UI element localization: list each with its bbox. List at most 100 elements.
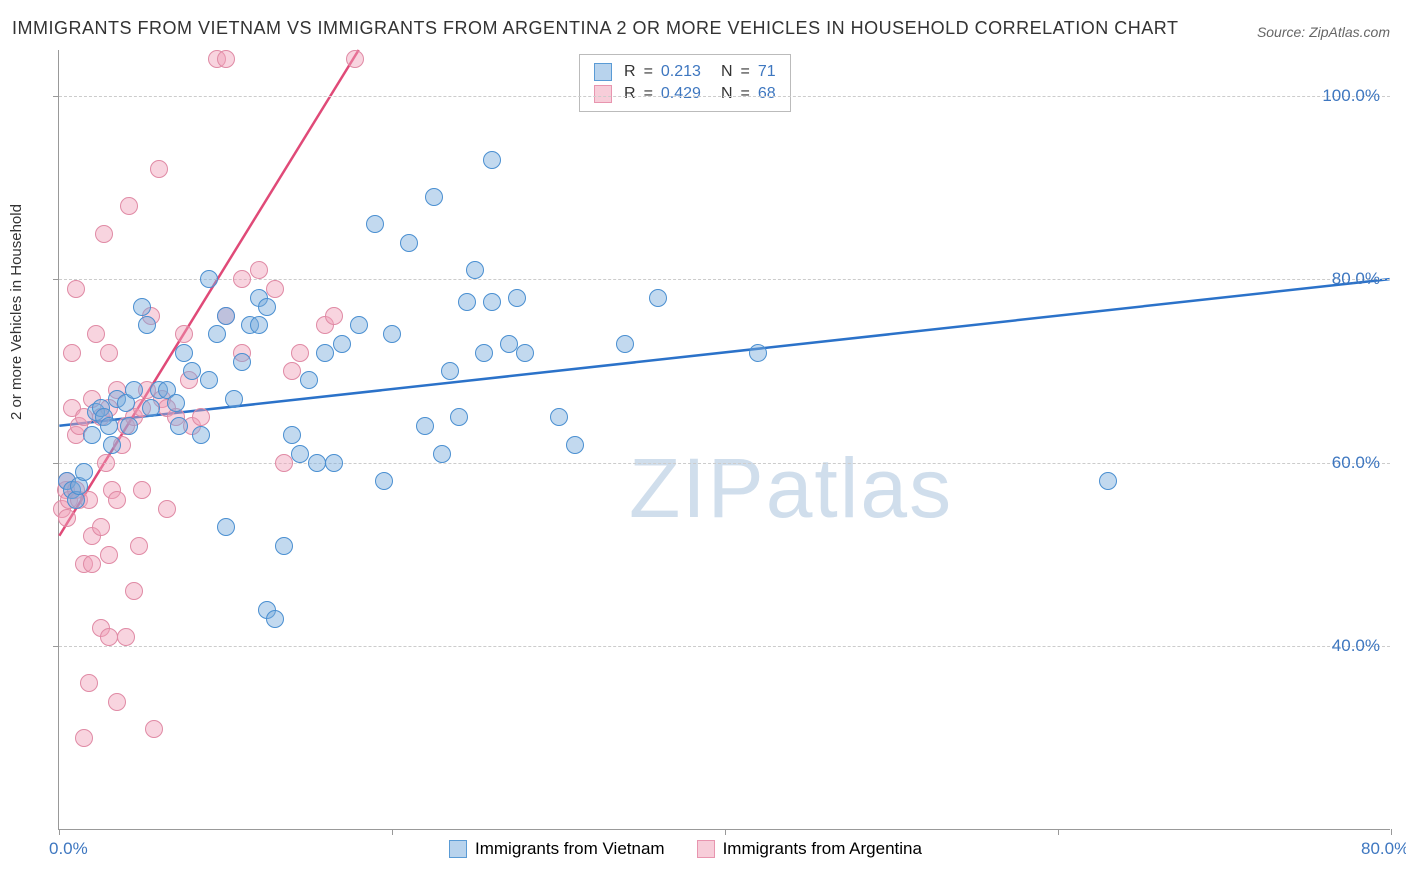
scatter-point-argentina xyxy=(291,344,309,362)
scatter-point-argentina xyxy=(145,720,163,738)
scatter-point-vietnam xyxy=(266,610,284,628)
scatter-point-argentina xyxy=(150,160,168,178)
scatter-point-argentina xyxy=(133,481,151,499)
scatter-point-argentina xyxy=(87,325,105,343)
scatter-point-argentina xyxy=(117,628,135,646)
scatter-point-vietnam xyxy=(217,307,235,325)
legend-swatch-argentina xyxy=(594,85,612,103)
scatter-point-argentina xyxy=(120,197,138,215)
n-label: N xyxy=(721,83,733,105)
scatter-point-vietnam xyxy=(325,454,343,472)
y-tick-mark xyxy=(53,96,59,97)
scatter-point-argentina xyxy=(75,729,93,747)
scatter-point-argentina xyxy=(100,344,118,362)
scatter-point-vietnam xyxy=(425,188,443,206)
scatter-point-argentina xyxy=(100,628,118,646)
x-tick-mark xyxy=(725,829,726,835)
scatter-point-vietnam xyxy=(225,390,243,408)
y-gridline xyxy=(59,96,1390,97)
scatter-point-vietnam xyxy=(375,472,393,490)
r-value-argentina: 0.429 xyxy=(661,83,701,105)
scatter-point-vietnam xyxy=(433,445,451,463)
scatter-point-vietnam xyxy=(200,270,218,288)
watermark-thin: atlas xyxy=(766,441,953,535)
scatter-point-argentina xyxy=(130,537,148,555)
x-tick-mark xyxy=(59,829,60,835)
scatter-point-vietnam xyxy=(566,436,584,454)
scatter-point-argentina xyxy=(250,261,268,279)
x-tick-label: 80.0% xyxy=(1361,839,1406,859)
scatter-point-vietnam xyxy=(258,298,276,316)
scatter-point-argentina xyxy=(275,454,293,472)
y-tick-mark xyxy=(53,279,59,280)
scatter-point-vietnam xyxy=(275,537,293,555)
scatter-point-vietnam xyxy=(100,417,118,435)
scatter-point-vietnam xyxy=(616,335,634,353)
scatter-point-vietnam xyxy=(475,344,493,362)
scatter-point-vietnam xyxy=(291,445,309,463)
scatter-point-argentina xyxy=(125,582,143,600)
scatter-point-vietnam xyxy=(170,417,188,435)
scatter-point-argentina xyxy=(97,454,115,472)
watermark: ZIPatlas xyxy=(629,440,953,537)
scatter-point-vietnam xyxy=(508,289,526,307)
source-attribution: Source: ZipAtlas.com xyxy=(1257,24,1390,40)
scatter-point-argentina xyxy=(158,500,176,518)
legend-swatch-vietnam xyxy=(449,840,467,858)
legend-label-vietnam: Immigrants from Vietnam xyxy=(475,839,665,859)
n-label: N xyxy=(721,61,733,83)
y-gridline xyxy=(59,463,1390,464)
scatter-point-vietnam xyxy=(283,426,301,444)
scatter-point-vietnam xyxy=(233,353,251,371)
scatter-point-argentina xyxy=(175,325,193,343)
legend-item-vietnam: Immigrants from Vietnam xyxy=(449,839,665,859)
legend-swatch-argentina xyxy=(697,840,715,858)
scatter-point-vietnam xyxy=(466,261,484,279)
x-tick-mark xyxy=(1058,829,1059,835)
eq-sign: = xyxy=(644,83,653,105)
scatter-point-vietnam xyxy=(350,316,368,334)
chart-title: IMMIGRANTS FROM VIETNAM VS IMMIGRANTS FR… xyxy=(12,18,1178,39)
y-tick-label: 40.0% xyxy=(1332,636,1380,656)
legend-label-argentina: Immigrants from Argentina xyxy=(723,839,922,859)
scatter-point-vietnam xyxy=(1099,472,1117,490)
scatter-point-vietnam xyxy=(192,426,210,444)
y-gridline xyxy=(59,279,1390,280)
scatter-point-vietnam xyxy=(400,234,418,252)
scatter-point-vietnam xyxy=(167,394,185,412)
n-value-argentina: 68 xyxy=(758,83,776,105)
legend-row-argentina: R = 0.429 N = 68 xyxy=(594,83,776,105)
scatter-point-vietnam xyxy=(308,454,326,472)
scatter-point-argentina xyxy=(266,280,284,298)
scatter-point-argentina xyxy=(108,693,126,711)
y-axis-label: 2 or more Vehicles in Household xyxy=(8,204,25,420)
scatter-point-argentina xyxy=(100,546,118,564)
scatter-point-vietnam xyxy=(142,399,160,417)
scatter-point-argentina xyxy=(58,509,76,527)
scatter-point-argentina xyxy=(325,307,343,325)
legend-swatch-vietnam xyxy=(594,63,612,81)
scatter-point-vietnam xyxy=(120,417,138,435)
scatter-point-vietnam xyxy=(175,344,193,362)
y-tick-label: 100.0% xyxy=(1322,86,1380,106)
scatter-point-vietnam xyxy=(416,417,434,435)
scatter-point-vietnam xyxy=(500,335,518,353)
correlation-legend: R = 0.213 N = 71 R = 0.429 N = 68 xyxy=(579,54,791,112)
scatter-point-argentina xyxy=(92,518,110,536)
scatter-point-vietnam xyxy=(125,381,143,399)
scatter-point-argentina xyxy=(83,555,101,573)
scatter-point-vietnam xyxy=(483,293,501,311)
eq-sign: = xyxy=(741,61,750,83)
scatter-point-vietnam xyxy=(450,408,468,426)
scatter-point-vietnam xyxy=(366,215,384,233)
r-value-vietnam: 0.213 xyxy=(661,61,701,83)
scatter-point-vietnam xyxy=(208,325,226,343)
scatter-point-argentina xyxy=(192,408,210,426)
scatter-point-argentina xyxy=(80,674,98,692)
scatter-point-vietnam xyxy=(383,325,401,343)
scatter-point-vietnam xyxy=(550,408,568,426)
x-tick-label: 0.0% xyxy=(49,839,88,859)
scatter-point-vietnam xyxy=(75,463,93,481)
eq-sign: = xyxy=(644,61,653,83)
chart-plot-area: R = 0.213 N = 71 R = 0.429 N = 68 ZIPatl… xyxy=(58,50,1390,830)
